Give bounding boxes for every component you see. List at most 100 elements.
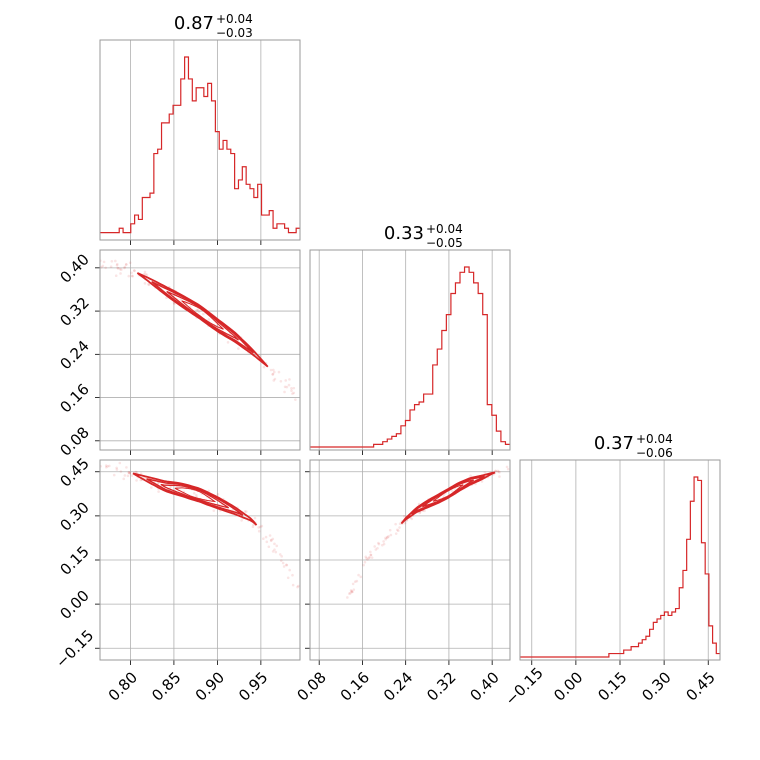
sample-point [115, 468, 119, 471]
sample-point [109, 265, 113, 269]
x-tick-label: 0.95 [235, 668, 271, 704]
density-contour [146, 478, 244, 516]
sample-point [292, 391, 296, 395]
sample-point [359, 575, 363, 579]
sample-point [143, 282, 147, 285]
y-tick-label: 0.32 [57, 294, 93, 330]
sample-point [281, 561, 285, 565]
sample-point [402, 514, 406, 518]
sample-point [144, 272, 147, 276]
sample-point [119, 470, 123, 473]
histogram-1 [310, 266, 510, 448]
sample-point [396, 529, 400, 533]
sample-point [349, 589, 353, 592]
sample-point [272, 370, 276, 374]
sample-point [384, 537, 388, 541]
sample-point [386, 535, 389, 539]
sample-point [505, 465, 509, 469]
sample-point [346, 596, 349, 599]
sample-point [362, 563, 365, 567]
sample-point [423, 509, 426, 513]
sample-point [115, 263, 119, 267]
y-tick-label: 0.00 [57, 587, 93, 623]
sample-point [388, 528, 392, 532]
x-tick-label: 0.85 [148, 668, 184, 704]
panel-title-1: 0.33 +0.04−0.05 [384, 222, 463, 250]
sample-point [294, 398, 297, 401]
sample-point [297, 584, 300, 588]
sample-point [279, 379, 283, 383]
sample-point [130, 474, 134, 477]
x-tick-label: 0.40 [466, 668, 502, 704]
sample-point [288, 378, 291, 381]
density-contour [174, 487, 217, 503]
sample-point [469, 474, 472, 478]
sample-point [288, 568, 291, 572]
sample-point [110, 260, 114, 263]
sample-point [483, 471, 487, 474]
panel-frame [519, 459, 721, 661]
y-tick-label: 0.15 [57, 543, 93, 579]
sample-point [350, 589, 353, 593]
sample-point [282, 565, 286, 568]
sample-point [101, 264, 105, 268]
sample-point [290, 389, 293, 393]
sample-point [118, 267, 122, 271]
sample-point [291, 583, 295, 587]
sample-point [115, 466, 118, 470]
y-tick-label: 0.08 [57, 423, 93, 459]
sample-point [385, 536, 389, 539]
density-contour [160, 483, 230, 509]
sample-point [212, 509, 216, 512]
sample-point [260, 524, 264, 528]
sample-point [150, 486, 153, 489]
sample-point [376, 546, 379, 550]
x-tick-label: 0.32 [423, 668, 459, 704]
histogram-2 [520, 476, 720, 658]
sample-point [355, 579, 359, 583]
panel-frame [309, 459, 511, 661]
sample-point [126, 474, 130, 478]
sample-point [124, 263, 128, 266]
sample-point [125, 466, 128, 469]
sample-point [262, 365, 266, 369]
sample-point [130, 271, 133, 275]
sample-point [506, 467, 510, 471]
y-tick-label: 0.40 [57, 250, 93, 286]
sample-point [237, 347, 240, 350]
panel-0-0 [99, 39, 301, 245]
sample-point [117, 267, 120, 270]
sample-point [285, 563, 289, 567]
sample-point [271, 537, 275, 541]
sample-point [273, 542, 276, 546]
x-tick-label: 0.16 [337, 668, 373, 704]
sample-point [442, 494, 446, 497]
panel-2-2: −0.15 0.00 0.15 0.30 0.45 [502, 459, 721, 709]
sample-point [130, 274, 134, 278]
density-contour [432, 484, 464, 502]
sample-point [251, 525, 255, 529]
sample-point [104, 464, 108, 467]
sample-point [133, 269, 136, 272]
title-value: 0.87 [174, 13, 214, 34]
sample-point [370, 556, 374, 559]
title-upper-error: +0.04 [426, 222, 463, 236]
sample-point [274, 550, 278, 554]
title-lower-error: −0.06 [636, 446, 673, 460]
sample-point [394, 532, 398, 535]
sample-point [494, 469, 498, 473]
sample-point [135, 471, 138, 474]
sample-point [450, 489, 454, 493]
sample-point [352, 588, 356, 591]
sample-point [147, 283, 151, 287]
title-upper-error: +0.04 [636, 432, 673, 446]
panel-1-1 [309, 249, 511, 455]
sample-point [368, 556, 371, 559]
title-value: 0.37 [594, 433, 634, 454]
sample-point [363, 560, 367, 564]
sample-point [387, 535, 390, 538]
sample-point [173, 302, 176, 306]
density-contour [132, 472, 258, 526]
sample-point [216, 493, 220, 496]
density-contour [181, 300, 224, 330]
